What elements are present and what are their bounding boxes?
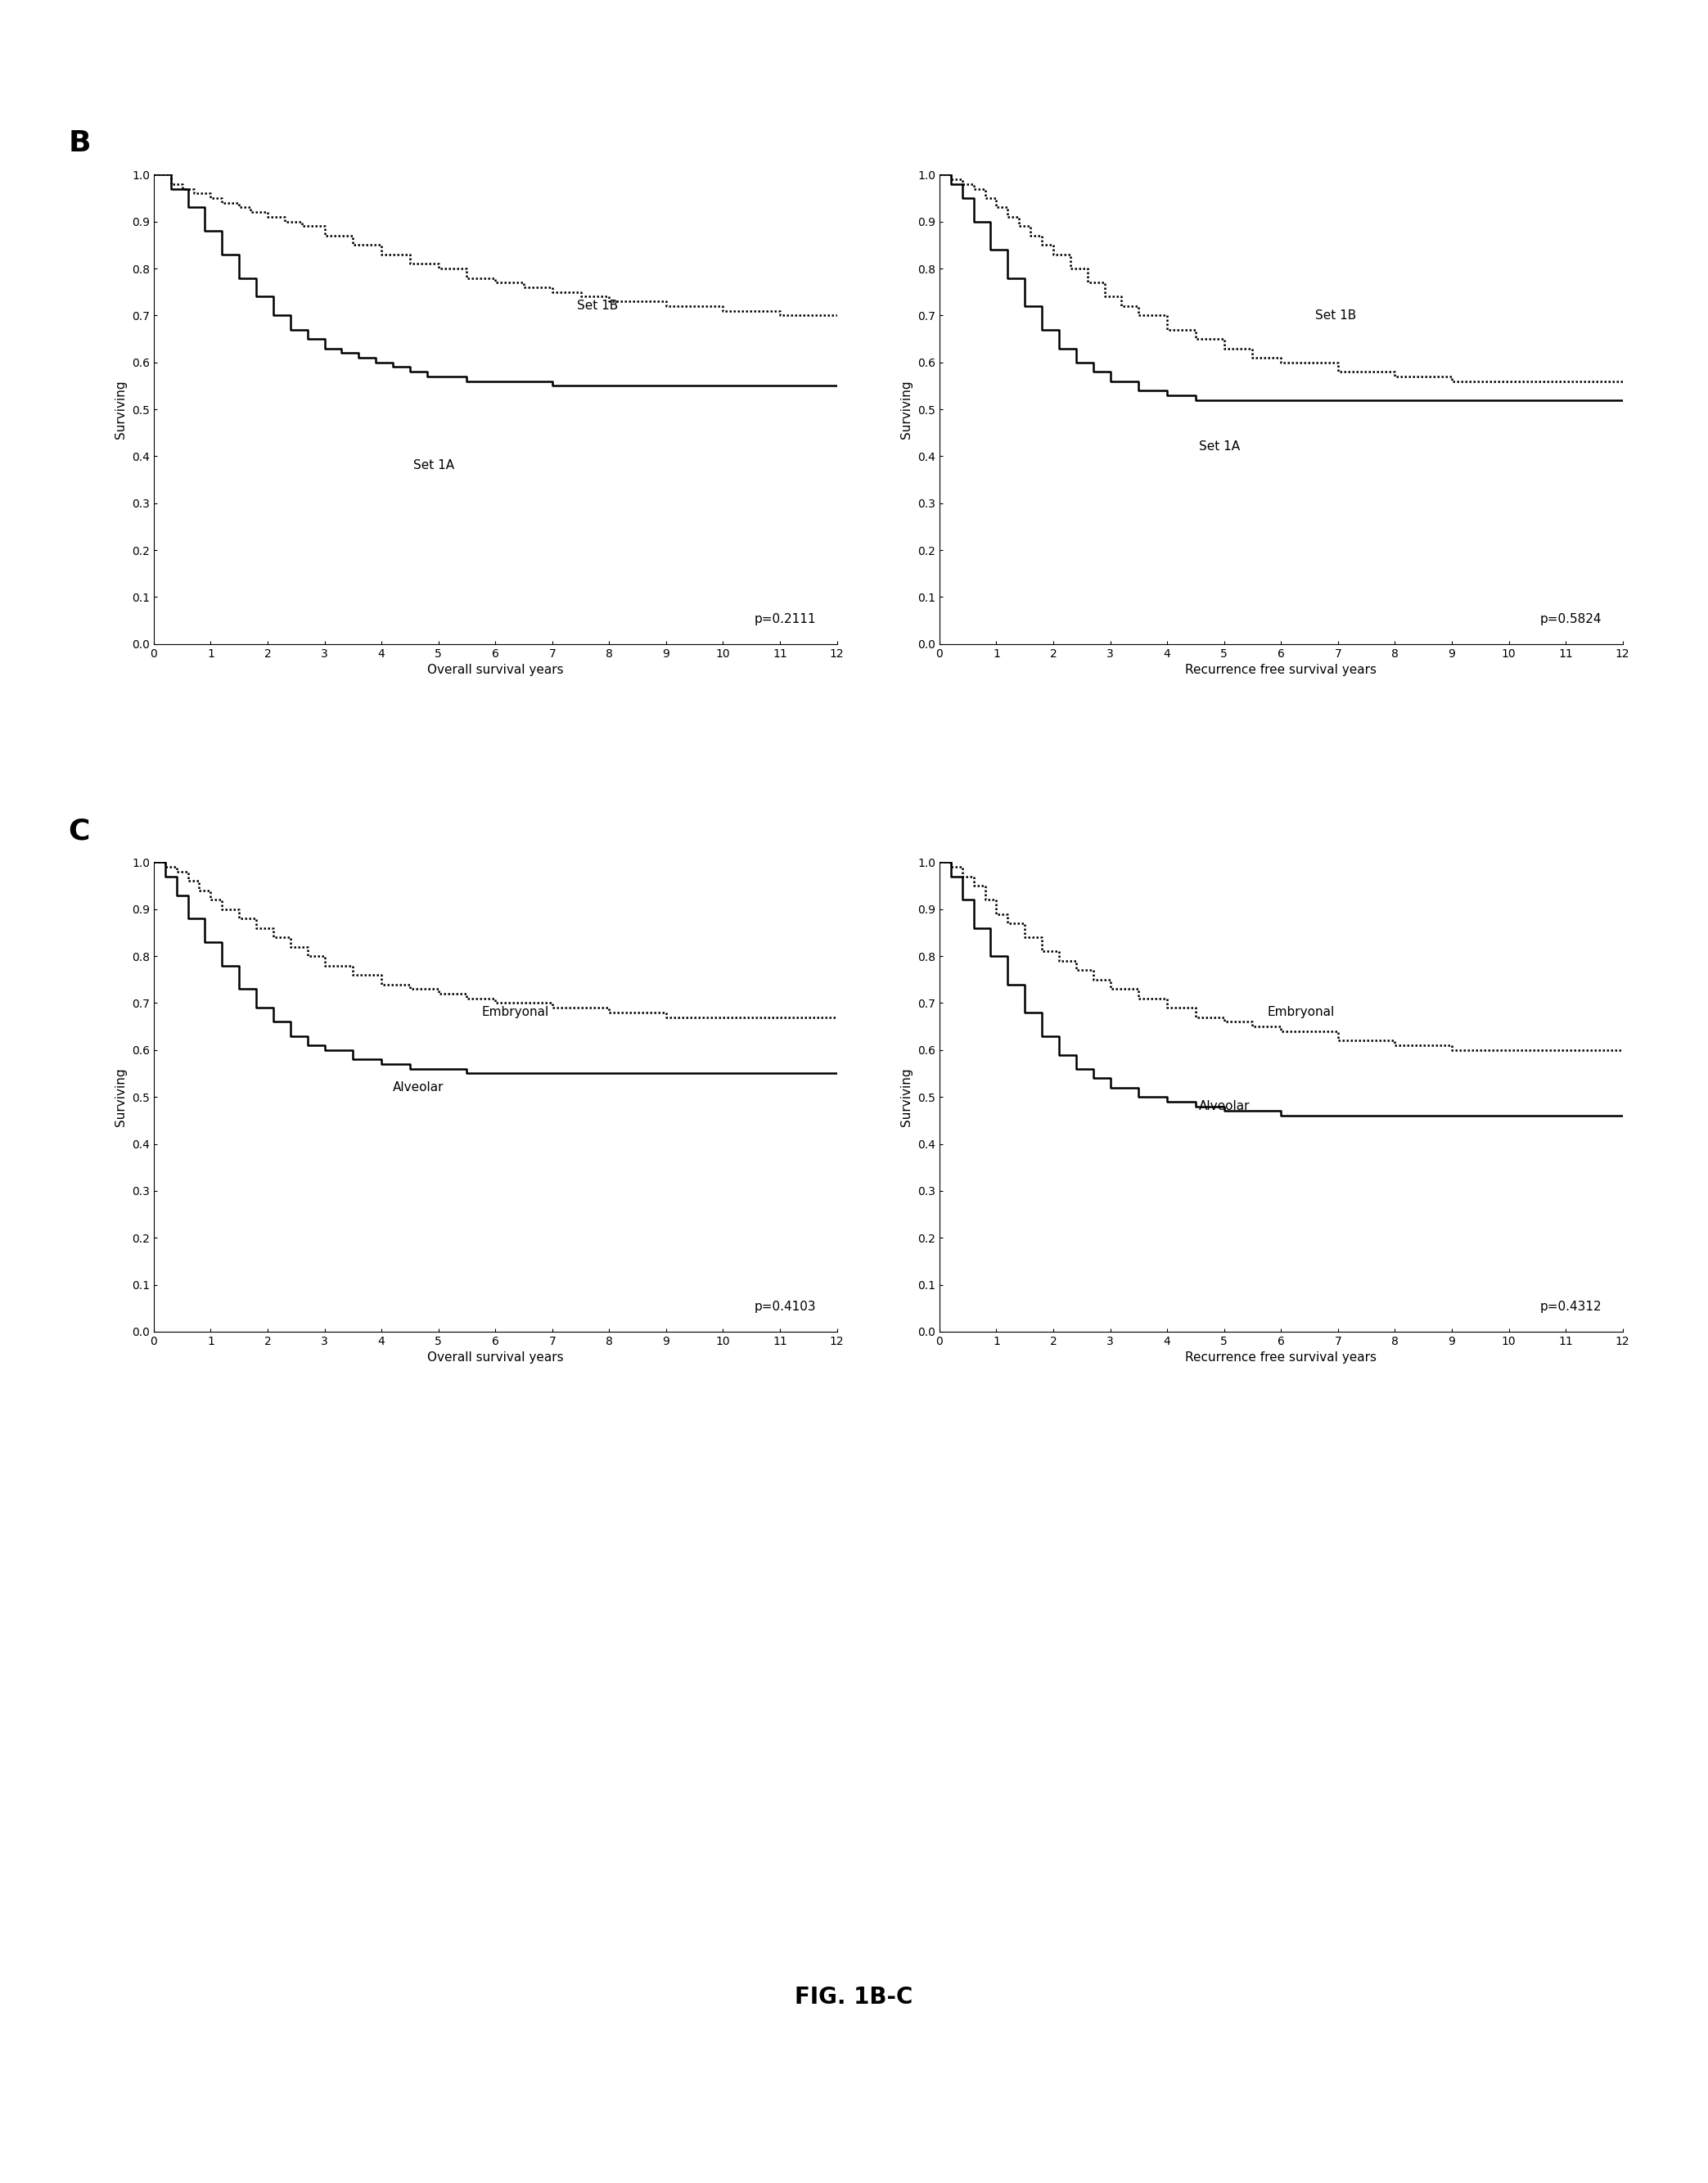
X-axis label: Recurrence free survival years: Recurrence free survival years (1185, 1351, 1377, 1364)
Text: Alveolar: Alveolar (1199, 1100, 1250, 1113)
Text: p=0.4103: p=0.4103 (755, 1301, 816, 1312)
Text: Alveolar: Alveolar (393, 1081, 444, 1094)
Text: Set 1B: Set 1B (1315, 310, 1356, 321)
X-axis label: Recurrence free survival years: Recurrence free survival years (1185, 664, 1377, 677)
Text: Set 1A: Set 1A (413, 458, 454, 472)
Text: p=0.4312: p=0.4312 (1541, 1301, 1602, 1312)
X-axis label: Overall survival years: Overall survival years (427, 664, 564, 677)
Text: Set 1B: Set 1B (577, 299, 618, 312)
Y-axis label: Surviving: Surviving (900, 380, 912, 439)
Text: Embryonal: Embryonal (1267, 1006, 1334, 1019)
Text: p=0.2111: p=0.2111 (755, 613, 816, 624)
Y-axis label: Surviving: Surviving (900, 1067, 912, 1126)
Y-axis label: Surviving: Surviving (114, 380, 126, 439)
Text: C: C (68, 816, 91, 845)
Text: B: B (68, 129, 91, 157)
X-axis label: Overall survival years: Overall survival years (427, 1351, 564, 1364)
Text: p=0.5824: p=0.5824 (1541, 613, 1602, 624)
Y-axis label: Surviving: Surviving (114, 1067, 126, 1126)
Text: Embryonal: Embryonal (482, 1006, 548, 1019)
Text: FIG. 1B-C: FIG. 1B-C (794, 1987, 914, 2008)
Text: Set 1A: Set 1A (1199, 441, 1240, 454)
